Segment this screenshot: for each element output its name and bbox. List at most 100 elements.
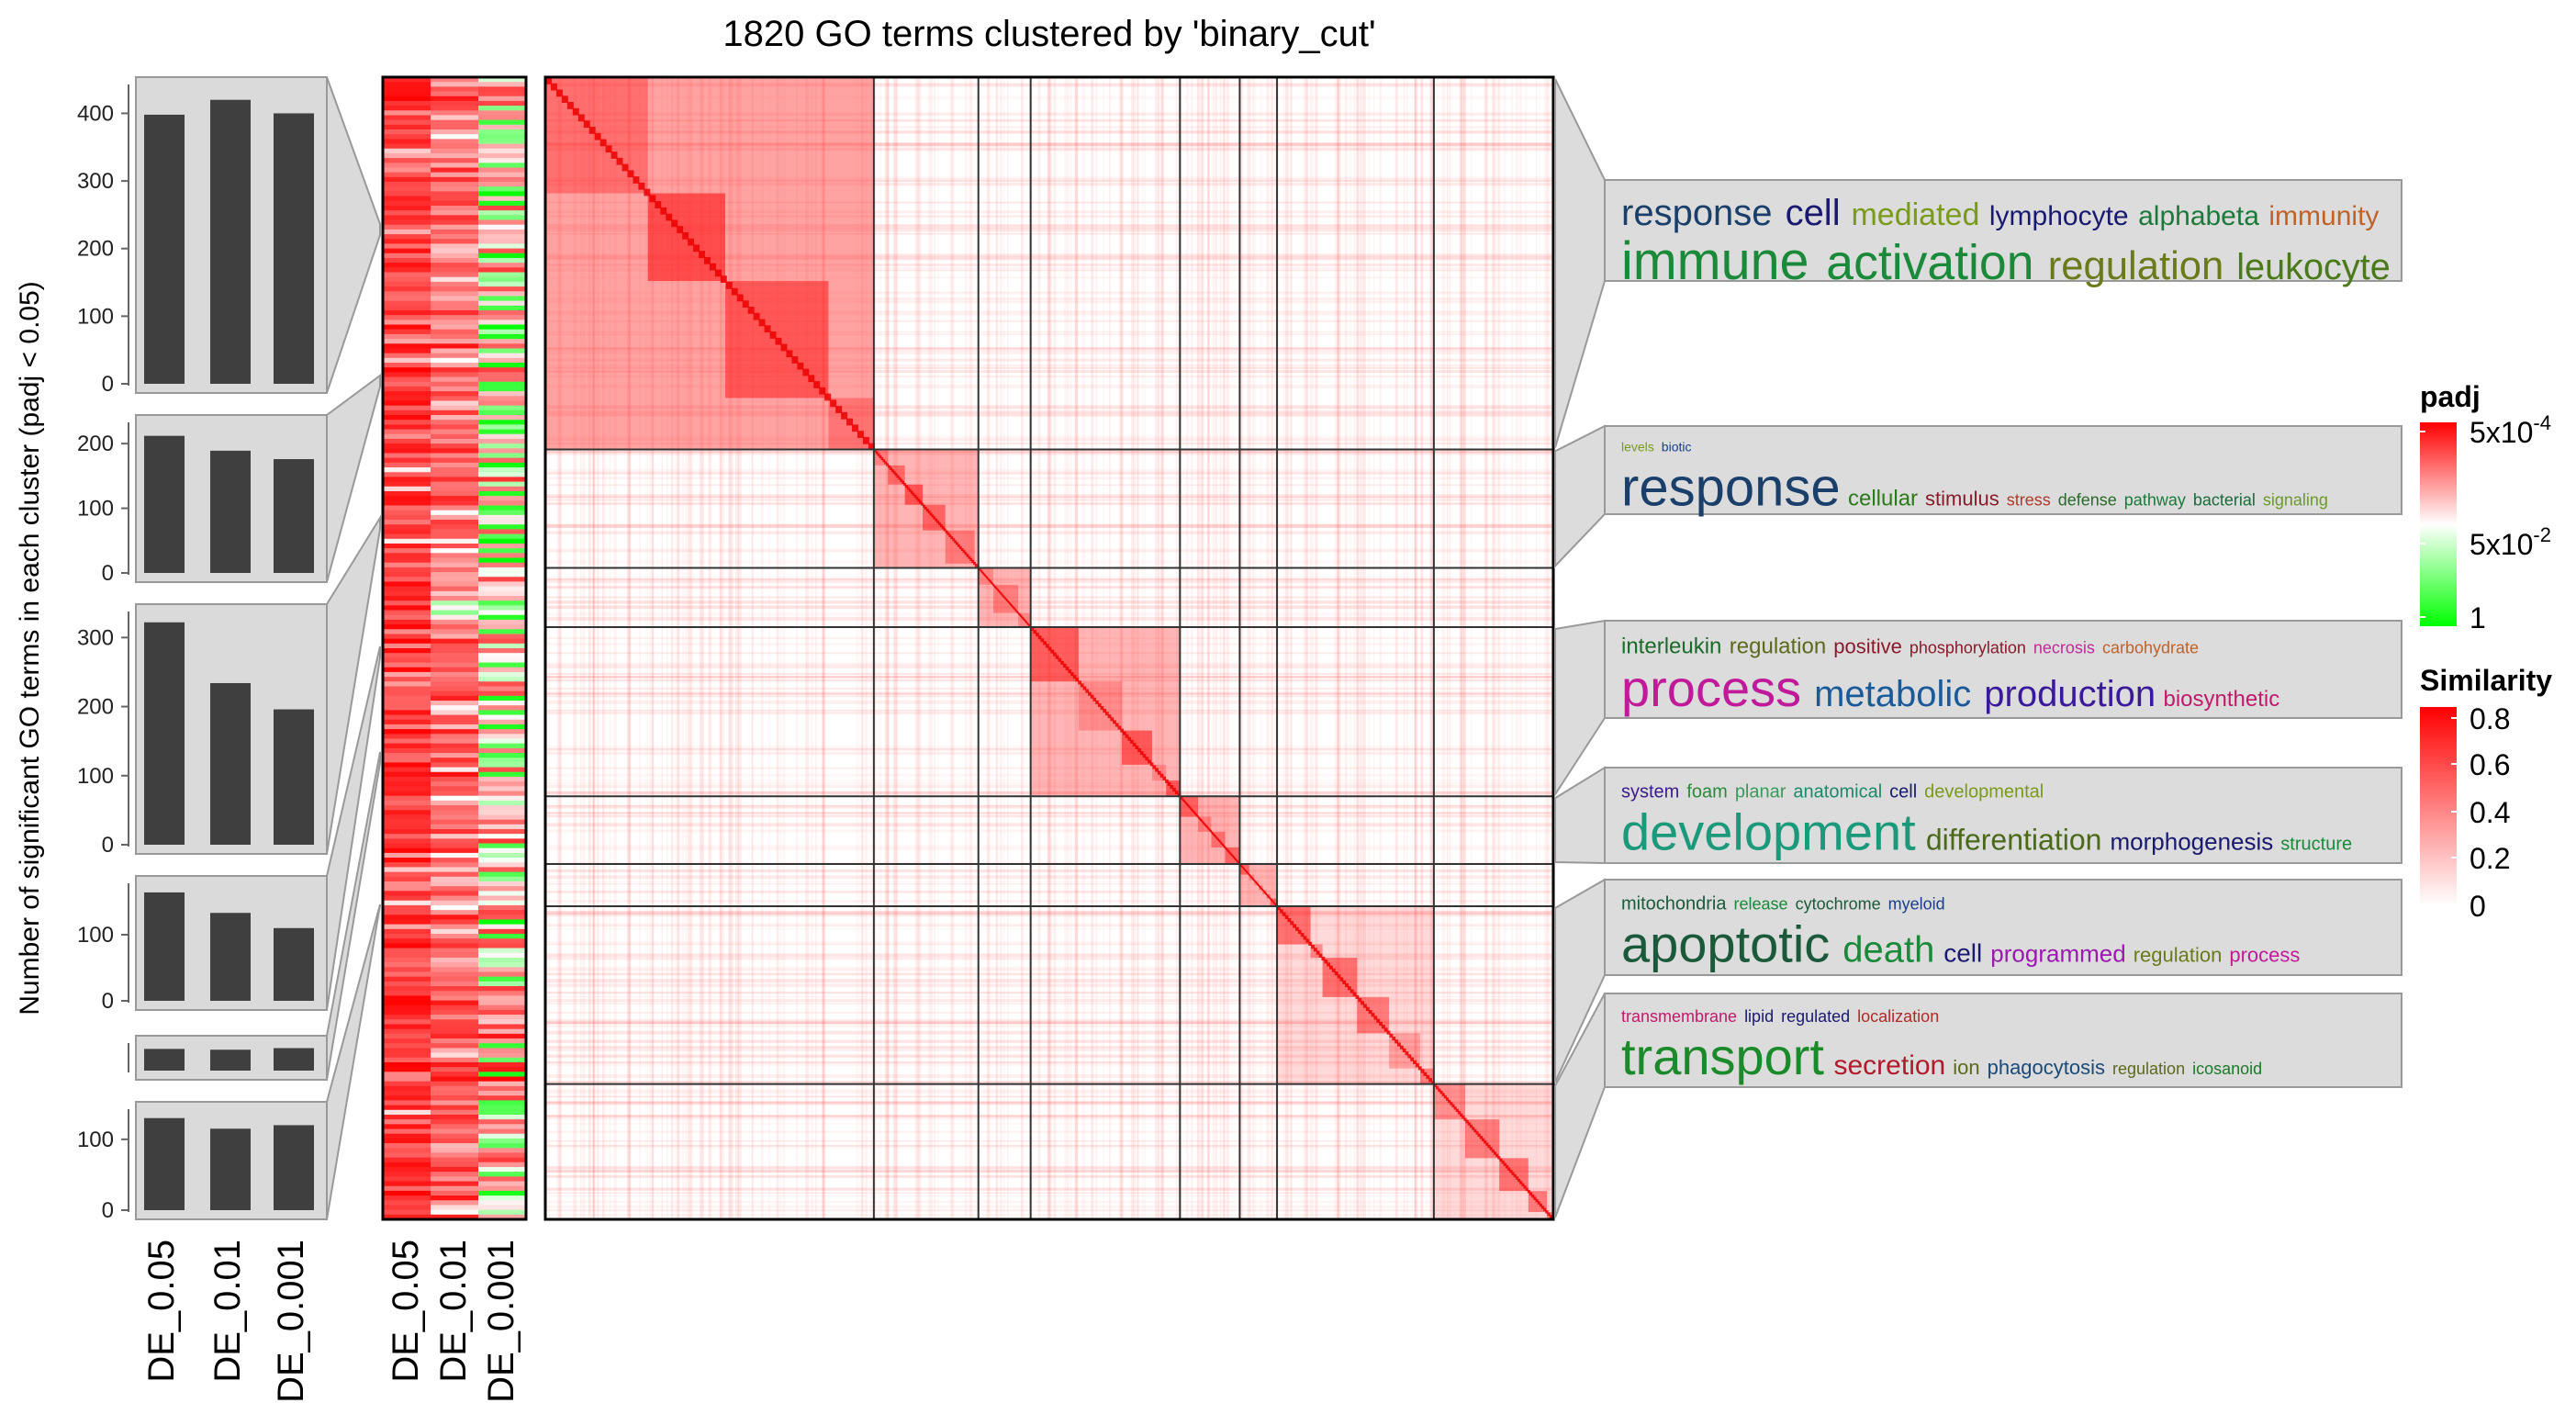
similarity-noise (652, 77, 654, 1219)
padj-cell (478, 320, 526, 326)
similarity-noise (545, 438, 1553, 442)
padj-heatmap-border (381, 75, 528, 1221)
padj-cell (431, 139, 479, 145)
similarity-diagonal (622, 163, 629, 172)
similarity-noise (731, 77, 734, 1219)
padj-cell (383, 904, 431, 911)
padj-cell (478, 538, 526, 544)
padj-cell (431, 481, 479, 488)
padj-cell (383, 734, 431, 739)
similarity-diagonal (1365, 1006, 1370, 1011)
padj-cell (431, 891, 479, 897)
word-cloud-word: pathway (2124, 491, 2186, 510)
padj-cell (478, 148, 526, 154)
similarity-diagonal (1497, 1156, 1501, 1160)
similarity-noise (1447, 77, 1449, 1219)
padj-cell (478, 834, 526, 839)
padj-cell (478, 653, 526, 658)
padj-cell (478, 415, 526, 421)
padj-cell (478, 1038, 526, 1044)
padj-cell (478, 919, 526, 926)
padj-cell (383, 548, 431, 554)
similarity-noise (545, 523, 1553, 528)
padj-cell (478, 1143, 526, 1149)
word-cloud-connector (1554, 78, 1606, 448)
similarity-noise (545, 695, 1553, 698)
similarity-noise (545, 1187, 1553, 1191)
similarity-diagonal (1003, 596, 1006, 599)
padj-cell (383, 500, 431, 506)
padj-cell (383, 396, 431, 401)
padj-cell (383, 1181, 431, 1187)
padj-cell (478, 971, 526, 978)
similarity-noise (670, 77, 674, 1219)
similarity-diagonal (1509, 1169, 1513, 1173)
y-tick-label: 0 (102, 561, 114, 586)
padj-cell (478, 891, 526, 897)
similarity-diagonal (1025, 620, 1026, 623)
padj-cell (383, 391, 431, 397)
padj-cell (431, 520, 479, 525)
similarity-heatmap-border (543, 75, 1555, 1221)
similarity-diagonal (638, 182, 645, 190)
padj-cell (383, 400, 431, 407)
similarity-noise (649, 77, 654, 1219)
padj-cell (431, 567, 479, 573)
similarity-diagonal (1155, 768, 1159, 772)
word-cloud-line: process metabolic production biosynthetic (1621, 659, 2279, 717)
similarity-noise (708, 77, 712, 1219)
padj-cell (478, 348, 526, 354)
similarity-noise (545, 494, 1553, 497)
similarity-diagonal (1294, 926, 1299, 931)
padj-cell (478, 904, 526, 911)
padj-cell (478, 343, 526, 349)
padj-cell (383, 357, 431, 364)
padj-cell (383, 229, 431, 235)
similarity-diagonal (709, 263, 716, 271)
similarity-diagonal (1036, 633, 1039, 637)
similarity-noise (1461, 77, 1465, 1219)
similarity-noise (1271, 77, 1273, 1219)
similarity-noise (768, 77, 771, 1219)
similarity-noise (545, 883, 1553, 885)
padj-cell (431, 657, 479, 664)
padj-cell (431, 701, 479, 706)
padj-cell (383, 557, 431, 564)
padj-cell (431, 753, 479, 758)
padj-cell (383, 900, 431, 906)
padj-cell (431, 553, 479, 559)
padj-cell (478, 991, 526, 996)
word-cloud-line: transport secretion ion phagocytosis regulat… (1621, 1027, 2262, 1085)
padj-cell (431, 529, 479, 535)
similarity-diagonal (1313, 948, 1317, 952)
similarity-diagonal (1282, 912, 1286, 916)
padj-cell (383, 272, 431, 278)
padj-cell (383, 767, 431, 773)
similarity-noise (1285, 77, 1289, 1219)
similarity-diagonal (1549, 1215, 1552, 1218)
similarity-diagonal (957, 544, 960, 547)
similarity-diagonal (1192, 810, 1194, 813)
padj-cell (431, 924, 479, 930)
similarity-noise (545, 1046, 1553, 1049)
similarity-noise (1337, 77, 1340, 1219)
padj-cell (478, 776, 526, 782)
padj-cell (383, 1009, 431, 1016)
padj-cell (383, 719, 431, 725)
similarity-noise (545, 1169, 1553, 1173)
padj-cell (431, 1100, 479, 1106)
padj-cell (478, 1019, 526, 1025)
word-cloud-line: transmembrane lipid regulated localization (1621, 1007, 1939, 1026)
similarity-noise (545, 1213, 1553, 1217)
padj-cell (431, 595, 479, 601)
similarity-noise (545, 1081, 1553, 1083)
similarity-diagonal (923, 504, 925, 508)
similarity-diagonal (1402, 1048, 1406, 1053)
padj-cell (383, 952, 431, 959)
padj-cell (383, 520, 431, 525)
similarity-diagonal (1371, 1013, 1375, 1017)
word-cloud-word: cytochrome (1796, 894, 1881, 913)
padj-cell (431, 943, 479, 949)
padj-cell (431, 747, 479, 754)
similarity-noise (1155, 77, 1158, 1219)
